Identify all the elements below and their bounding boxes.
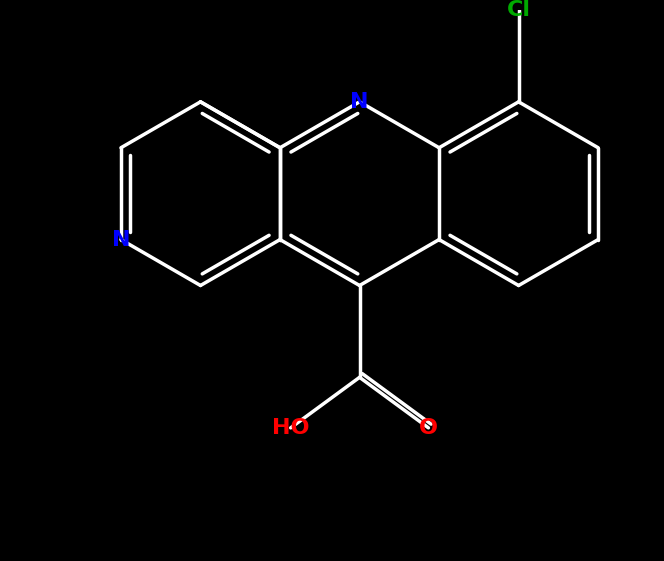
Text: N: N: [112, 229, 130, 250]
Text: N: N: [351, 92, 369, 112]
Text: O: O: [419, 418, 438, 438]
Text: HO: HO: [272, 418, 309, 438]
Text: Cl: Cl: [507, 0, 531, 20]
